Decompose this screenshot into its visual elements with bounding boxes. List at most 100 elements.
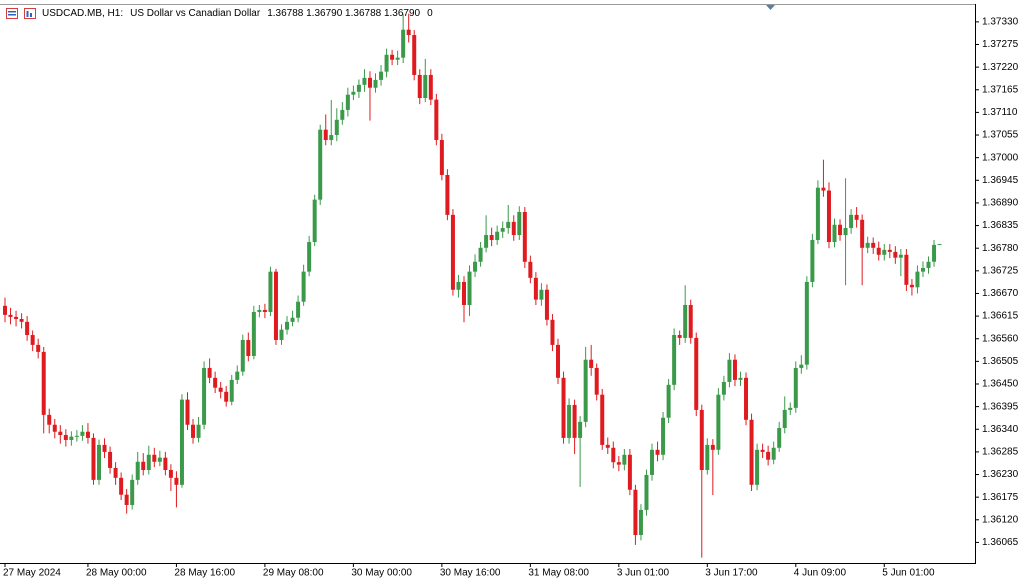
candle-body [113, 467, 118, 478]
candle-body [179, 399, 184, 485]
candle-body [467, 271, 472, 305]
candle-body [550, 319, 555, 345]
candle-body [777, 428, 782, 448]
candle-body [771, 447, 776, 460]
candle-body [528, 261, 533, 278]
y-tick-label: 1.36945 [982, 175, 1019, 186]
y-tick-label: 1.36835 [982, 220, 1019, 231]
chart-icon[interactable] [24, 8, 36, 19]
y-tick-label: 1.37275 [982, 39, 1019, 50]
candle-body [135, 461, 140, 480]
candle-body [887, 249, 892, 252]
candle-body [251, 311, 256, 357]
candle-body [849, 214, 854, 229]
candle-body [312, 199, 317, 243]
candle-body [517, 211, 522, 236]
candle-body [705, 444, 710, 470]
candle-body [285, 321, 290, 330]
candle-body [694, 337, 699, 410]
candle-body [876, 247, 881, 255]
candle-body [47, 414, 52, 425]
candle-body [533, 277, 538, 300]
candle-body [191, 424, 196, 438]
candle-body [760, 449, 765, 452]
candle-body [14, 316, 19, 319]
icon-bar [26, 11, 29, 17]
candle-body [522, 211, 527, 262]
y-tick-label: 1.36395 [982, 401, 1019, 412]
candle-body [633, 489, 638, 536]
y-tick-label: 1.37110 [982, 107, 1018, 118]
candle-body [196, 424, 201, 438]
candle-body [898, 254, 903, 258]
y-tick-label: 1.37055 [982, 130, 1019, 141]
y-tick-label: 1.36285 [982, 447, 1019, 458]
candle-body [30, 335, 35, 345]
candle-body [351, 91, 356, 95]
candle-body [589, 359, 594, 368]
candle-body [594, 367, 599, 395]
x-tick-label: 28 May 00:00 [86, 568, 147, 579]
candle-body [755, 449, 760, 485]
candle-body [152, 454, 157, 462]
candle-body [495, 231, 500, 240]
candle-body [661, 417, 666, 455]
candle-body [688, 304, 693, 338]
candle-body [766, 451, 771, 460]
symbol-icon[interactable] [6, 8, 18, 19]
shift-marker[interactable] [766, 5, 775, 10]
candle-body [843, 228, 848, 236]
candle-body [893, 251, 898, 258]
candle-body [539, 289, 544, 300]
y-tick-label: 1.36505 [982, 356, 1019, 367]
candle-body [356, 84, 361, 92]
candle-body [334, 119, 339, 136]
candle-body [600, 394, 605, 445]
candle-body [799, 364, 804, 368]
candle-body [445, 174, 450, 215]
candle-body [130, 479, 135, 505]
candle-body [108, 451, 113, 468]
candle-body [721, 381, 726, 395]
candle-body [561, 377, 566, 438]
x-tick-label: 27 May 2024 [3, 568, 61, 579]
candle-body [611, 447, 616, 463]
y-tick-label: 1.36340 [982, 424, 1019, 435]
candle-body [450, 214, 455, 290]
candle-body [672, 335, 677, 385]
candle-body [583, 359, 588, 422]
candle-body [932, 244, 937, 262]
x-tick-label: 3 Jun 17:00 [705, 568, 758, 579]
icon-bar [30, 13, 32, 17]
candle-body [699, 409, 704, 470]
candle-body [556, 344, 560, 378]
candle-body [655, 449, 660, 455]
candle-body [865, 242, 870, 248]
candle-body [871, 242, 876, 248]
candle-body [572, 404, 577, 438]
candle-body [296, 301, 301, 318]
candle-body [650, 449, 655, 475]
candle-body [262, 309, 267, 312]
candle-body [3, 305, 7, 315]
candle-body [124, 494, 129, 505]
candle-body [246, 339, 251, 357]
y-tick-label: 1.36065 [982, 537, 1019, 548]
y-tick-label: 1.36670 [982, 288, 1019, 299]
candle-body [257, 309, 262, 312]
x-tick-label: 29 May 08:00 [263, 568, 324, 579]
candle-body [146, 454, 151, 470]
y-tick-label: 1.36450 [982, 379, 1019, 390]
y-tick-label: 1.37330 [982, 17, 1019, 28]
y-tick-label: 1.36615 [982, 311, 1019, 322]
y-tick-label: 1.37165 [982, 84, 1019, 95]
candle-body [91, 437, 96, 480]
candle-body [727, 359, 732, 382]
candle-body [738, 377, 743, 380]
candle-body [279, 329, 284, 340]
candle-body [461, 281, 466, 305]
candle-body [345, 94, 350, 110]
candle-body [644, 474, 649, 510]
